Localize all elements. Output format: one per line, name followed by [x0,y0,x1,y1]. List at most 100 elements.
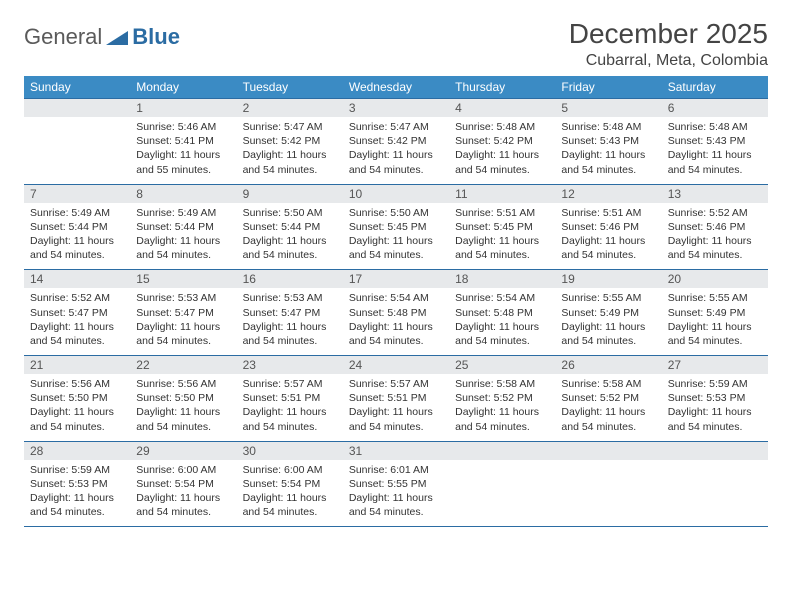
day-number: 11 [449,185,555,203]
day-details: Sunrise: 5:50 AMSunset: 5:45 PMDaylight:… [343,203,449,270]
day-details: Sunrise: 5:49 AMSunset: 5:44 PMDaylight:… [24,203,130,270]
day-detail-line: and 54 minutes. [561,334,655,348]
calendar-cell: 28Sunrise: 5:59 AMSunset: 5:53 PMDayligh… [24,441,130,527]
day-details: Sunrise: 5:55 AMSunset: 5:49 PMDaylight:… [555,288,661,355]
day-details: Sunrise: 5:48 AMSunset: 5:43 PMDaylight:… [555,117,661,184]
day-number: 25 [449,356,555,374]
calendar-cell: 22Sunrise: 5:56 AMSunset: 5:50 PMDayligh… [130,356,236,442]
day-details: Sunrise: 5:59 AMSunset: 5:53 PMDaylight:… [24,460,130,527]
day-number: 6 [662,99,768,117]
day-detail-line: Daylight: 11 hours [136,320,230,334]
calendar-cell: 1Sunrise: 5:46 AMSunset: 5:41 PMDaylight… [130,99,236,185]
day-detail-line: and 54 minutes. [30,420,124,434]
calendar-cell: 14Sunrise: 5:52 AMSunset: 5:47 PMDayligh… [24,270,130,356]
day-detail-line: and 54 minutes. [455,420,549,434]
day-detail-line: Sunrise: 5:59 AM [668,377,762,391]
day-detail-line: Sunset: 5:47 PM [243,306,337,320]
day-detail-line: Sunset: 5:48 PM [455,306,549,320]
day-detail-line: Sunset: 5:45 PM [455,220,549,234]
day-detail-line: Sunrise: 5:54 AM [349,291,443,305]
calendar-header-row: SundayMondayTuesdayWednesdayThursdayFrid… [24,76,768,99]
day-detail-line: Daylight: 11 hours [561,320,655,334]
title-block: December 2025 Cubarral, Meta, Colombia [569,18,768,70]
day-detail-line: Daylight: 11 hours [243,491,337,505]
day-detail-line: Sunset: 5:52 PM [455,391,549,405]
day-number: 23 [237,356,343,374]
day-detail-line: Daylight: 11 hours [668,234,762,248]
day-detail-line: Sunset: 5:51 PM [243,391,337,405]
day-number: 31 [343,442,449,460]
day-detail-line: and 54 minutes. [136,420,230,434]
day-number: 5 [555,99,661,117]
day-detail-line: Sunrise: 5:51 AM [455,206,549,220]
calendar-week-row: 28Sunrise: 5:59 AMSunset: 5:53 PMDayligh… [24,441,768,527]
day-number: 24 [343,356,449,374]
day-detail-line: and 54 minutes. [349,334,443,348]
day-number [662,442,768,460]
day-detail-line: Daylight: 11 hours [30,405,124,419]
day-detail-line: and 54 minutes. [243,248,337,262]
day-detail-line: Sunrise: 5:55 AM [561,291,655,305]
day-number: 20 [662,270,768,288]
day-number [555,442,661,460]
calendar-week-row: 21Sunrise: 5:56 AMSunset: 5:50 PMDayligh… [24,356,768,442]
day-detail-line: Daylight: 11 hours [349,405,443,419]
calendar-cell [662,441,768,527]
day-detail-line: Sunset: 5:44 PM [243,220,337,234]
day-details: Sunrise: 5:57 AMSunset: 5:51 PMDaylight:… [237,374,343,441]
day-details [449,460,555,518]
day-detail-line: Sunset: 5:54 PM [136,477,230,491]
day-detail-line: and 54 minutes. [349,505,443,519]
day-detail-line: Sunrise: 5:48 AM [455,120,549,134]
calendar-cell: 27Sunrise: 5:59 AMSunset: 5:53 PMDayligh… [662,356,768,442]
day-details [24,117,130,175]
day-detail-line: Sunset: 5:47 PM [30,306,124,320]
day-detail-line: and 54 minutes. [349,420,443,434]
day-detail-line: Sunset: 5:53 PM [668,391,762,405]
day-detail-line: and 54 minutes. [349,163,443,177]
day-detail-line: Daylight: 11 hours [243,148,337,162]
day-detail-line: Sunrise: 5:46 AM [136,120,230,134]
day-detail-line: Daylight: 11 hours [668,320,762,334]
day-detail-line: Sunrise: 5:53 AM [136,291,230,305]
day-number: 17 [343,270,449,288]
day-detail-line: and 55 minutes. [136,163,230,177]
calendar-cell: 18Sunrise: 5:54 AMSunset: 5:48 PMDayligh… [449,270,555,356]
day-detail-line: Sunset: 5:54 PM [243,477,337,491]
page-title: December 2025 [569,18,768,50]
day-detail-line: Sunrise: 5:50 AM [349,206,443,220]
day-detail-line: Sunset: 5:52 PM [561,391,655,405]
day-detail-line: and 54 minutes. [668,163,762,177]
day-detail-line: Sunrise: 5:50 AM [243,206,337,220]
day-detail-line: Daylight: 11 hours [561,148,655,162]
calendar-cell: 23Sunrise: 5:57 AMSunset: 5:51 PMDayligh… [237,356,343,442]
day-detail-line: Sunset: 5:49 PM [561,306,655,320]
day-number: 27 [662,356,768,374]
day-number: 26 [555,356,661,374]
calendar-cell: 17Sunrise: 5:54 AMSunset: 5:48 PMDayligh… [343,270,449,356]
day-detail-line: and 54 minutes. [349,248,443,262]
day-header: Sunday [24,76,130,99]
day-detail-line: Sunset: 5:55 PM [349,477,443,491]
calendar-cell: 7Sunrise: 5:49 AMSunset: 5:44 PMDaylight… [24,184,130,270]
brand-part1: General [24,24,102,50]
calendar-cell: 11Sunrise: 5:51 AMSunset: 5:45 PMDayligh… [449,184,555,270]
calendar-cell: 20Sunrise: 5:55 AMSunset: 5:49 PMDayligh… [662,270,768,356]
day-header: Friday [555,76,661,99]
day-detail-line: Sunset: 5:42 PM [243,134,337,148]
day-detail-line: Daylight: 11 hours [30,320,124,334]
day-number: 13 [662,185,768,203]
day-header: Thursday [449,76,555,99]
day-detail-line: and 54 minutes. [243,420,337,434]
day-details: Sunrise: 5:48 AMSunset: 5:43 PMDaylight:… [662,117,768,184]
brand-triangle-icon [106,29,128,45]
day-detail-line: Sunset: 5:50 PM [30,391,124,405]
day-number: 30 [237,442,343,460]
calendar-cell [24,99,130,185]
day-detail-line: Daylight: 11 hours [243,405,337,419]
day-number [449,442,555,460]
day-number: 10 [343,185,449,203]
calendar-cell [555,441,661,527]
day-details: Sunrise: 5:53 AMSunset: 5:47 PMDaylight:… [237,288,343,355]
day-detail-line: Sunset: 5:47 PM [136,306,230,320]
